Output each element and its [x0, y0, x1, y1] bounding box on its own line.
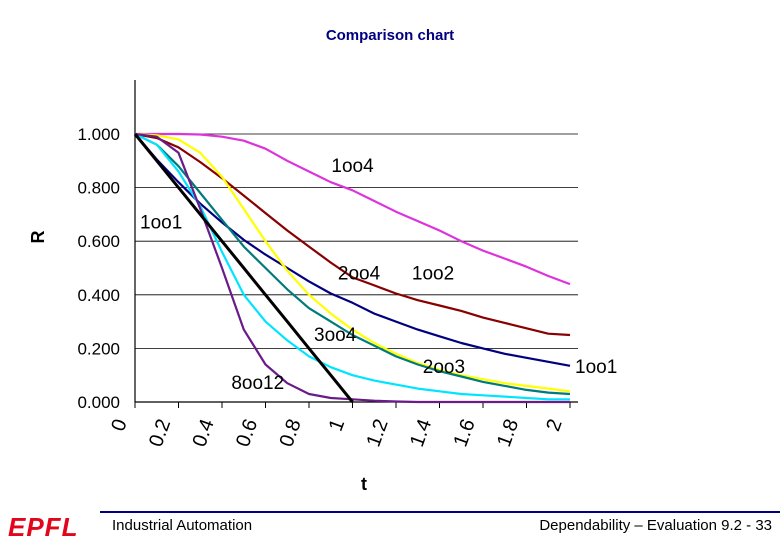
x-tick-label: 1.6	[450, 416, 480, 450]
y-tick-label: 0.200	[77, 339, 120, 358]
x-tick-labels: 0 0.2 0.4 0.6 0.8 1 1.2 1.4 1.6 1.8 2	[107, 416, 566, 450]
y-tick-label: 1.000	[77, 125, 120, 144]
curve-annotation: 3oo4	[314, 325, 357, 346]
curve-annotation: 1oo2	[412, 263, 454, 284]
curve-annotation: 1oo4	[331, 156, 374, 177]
series-line	[134, 132, 571, 337]
x-tick-label: 0.6	[232, 416, 262, 450]
y-tick-label: 0.400	[77, 286, 120, 305]
x-tick-label: 1.8	[493, 416, 523, 450]
reliability-chart: 0.000 0.200 0.400 0.600 0.800 1.000 0 0.2 0.4 0.…	[28, 80, 617, 494]
chart-title: Comparison chart	[325, 27, 455, 44]
series-line	[134, 133, 571, 396]
series-lines	[133, 132, 571, 404]
footer-divider	[100, 511, 780, 513]
series-line	[135, 132, 571, 286]
footer-slide-info: Dependability – Evaluation 9.2 - 33	[539, 517, 772, 534]
epfl-logo: EPFL	[0, 510, 80, 540]
y-axis-label: R	[28, 231, 48, 244]
y-tick-label: 0.600	[77, 232, 120, 251]
gridlines	[134, 80, 578, 408]
x-tick-label: 2	[542, 416, 566, 434]
series-line	[134, 132, 570, 404]
x-tick-label: 0.2	[145, 416, 175, 450]
curve-annotation: 8oo12	[231, 373, 284, 394]
x-tick-label: 0	[107, 416, 131, 434]
curve-annotations: 1oo4 1oo1 2oo4 1oo2 3oo4 2oo3 1oo1 8oo12	[140, 156, 617, 394]
curve-annotation: 1oo1	[140, 212, 182, 233]
curve-annotation: 2oo4	[338, 263, 381, 284]
x-tick-label: 1.2	[363, 416, 393, 450]
svg-text:EPFL: EPFL	[8, 512, 78, 540]
curve-annotation: 1oo1	[575, 357, 617, 378]
footer-course-name: Industrial Automation	[112, 517, 253, 534]
y-tick-label: 0.000	[77, 393, 120, 412]
x-tick-label: 0.8	[276, 416, 306, 450]
x-tick-label: 0.4	[189, 416, 219, 450]
curve-annotation: 2oo3	[423, 357, 465, 378]
x-tick-label: 1	[325, 416, 349, 434]
x-tick-label: 1.4	[406, 416, 436, 450]
x-axis-label: t	[361, 474, 367, 494]
y-tick-label: 0.800	[77, 179, 120, 198]
y-tick-labels: 0.000 0.200 0.400 0.600 0.800 1.000	[77, 125, 120, 412]
series-line	[133, 133, 354, 403]
series-line	[134, 132, 571, 393]
series-line	[134, 133, 571, 367]
